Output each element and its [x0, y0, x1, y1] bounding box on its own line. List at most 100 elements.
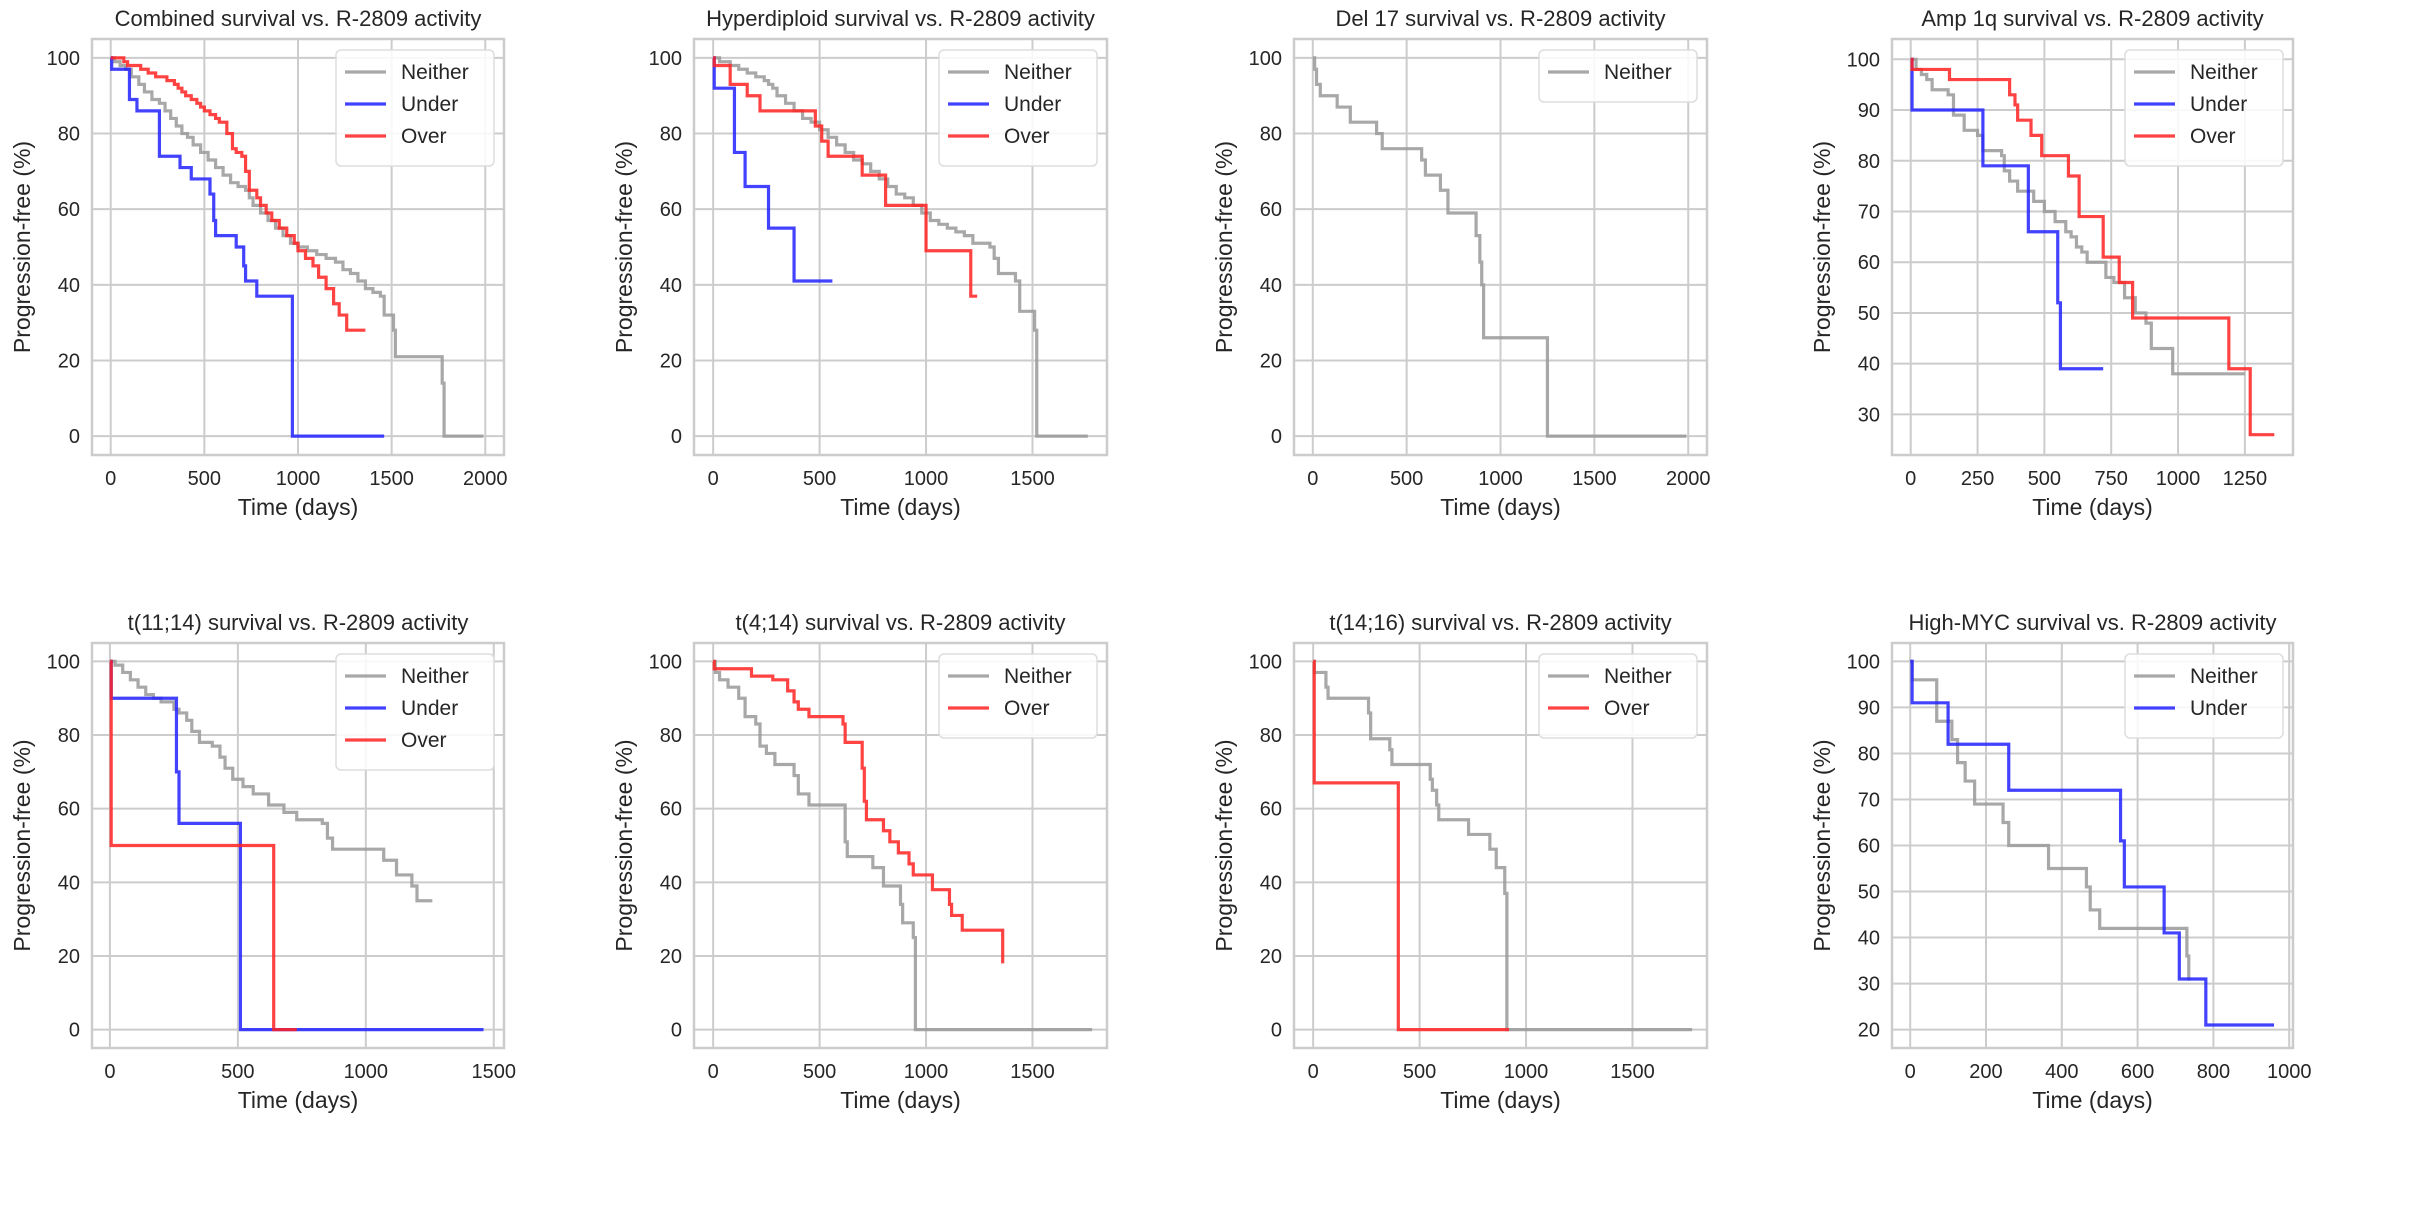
legend-label: Over — [1604, 697, 1650, 720]
x-tick-label: 500 — [2028, 468, 2061, 490]
y-tick-label: 100 — [1249, 651, 1282, 673]
series-line-under — [1910, 57, 2104, 371]
chart-title: High-MYC survival vs. R-2809 activity — [1909, 610, 2277, 635]
y-axis-label: Progression-free (%) — [9, 141, 35, 353]
series-line-neither — [109, 659, 433, 903]
y-tick-label: 80 — [1260, 725, 1282, 747]
x-tick-label: 2000 — [1666, 468, 1711, 490]
legend: Neither — [1538, 49, 1698, 103]
y-tick-label: 0 — [671, 426, 682, 448]
y-tick-label: 60 — [1858, 252, 1880, 274]
y-tick-label: 80 — [58, 725, 80, 747]
x-tick-label: 1500 — [472, 1061, 517, 1083]
series-line-under — [110, 56, 385, 438]
y-tick-label: 100 — [1249, 48, 1282, 70]
y-tick-label: 60 — [660, 799, 682, 821]
legend-label: Neither — [1004, 61, 1072, 84]
x-tick-label: 1000 — [2267, 1061, 2312, 1083]
y-tick-label: 60 — [1260, 799, 1282, 821]
panel-2: 0 500 1000 1500 0 20 40 60 80 100 Hyperdiploid sur… — [611, 6, 1109, 520]
y-tick-label: 100 — [649, 651, 682, 673]
y-tick-label: 20 — [1858, 1020, 1880, 1042]
y-tick-label: 50 — [1858, 303, 1880, 325]
legend-label: Over — [2190, 125, 2236, 148]
y-tick-label: 40 — [1260, 872, 1282, 894]
legend: Neither Under Over — [938, 49, 1098, 167]
y-tick-label: 70 — [1858, 201, 1880, 223]
y-tick-label: 40 — [1260, 275, 1282, 297]
y-axis-label: Progression-free (%) — [1211, 739, 1237, 951]
legend: Neither Under Over — [335, 49, 495, 167]
x-tick-label: 1500 — [1572, 468, 1617, 490]
axes-frame — [1890, 641, 2295, 1050]
legend-label: Over — [1004, 125, 1050, 148]
x-tick-label: 1000 — [904, 1061, 949, 1083]
series-line-over — [712, 659, 1005, 964]
y-tick-label: 100 — [649, 48, 682, 70]
legend: Neither Over — [938, 653, 1098, 739]
x-axis-label: Time (days) — [2032, 494, 2153, 520]
series-line-neither — [1910, 57, 2245, 376]
x-tick-label: 0 — [1905, 468, 1916, 490]
x-tick-label: 200 — [1969, 1061, 2002, 1083]
y-tick-label: 70 — [1858, 789, 1880, 811]
chart-title: t(4;14) survival vs. R-2809 activity — [735, 610, 1065, 635]
panel-3: 0 500 1000 1500 2000 0 20 40 60 80 100 Del 17 survi… — [1211, 6, 1710, 520]
chart-title: Combined survival vs. R-2809 activity — [115, 6, 482, 31]
x-tick-label: 500 — [803, 1061, 836, 1083]
y-tick-label: 20 — [58, 350, 80, 372]
x-tick-label: 1000 — [904, 468, 949, 490]
chart-title: Hyperdiploid survival vs. R-2809 activit… — [706, 6, 1095, 31]
y-tick-label: 0 — [69, 1020, 80, 1042]
x-axis-label: Time (days) — [2032, 1087, 2153, 1113]
legend-label: Under — [401, 697, 458, 720]
y-tick-label: 0 — [69, 426, 80, 448]
y-tick-label: 50 — [1858, 882, 1880, 904]
legend-label: Neither — [401, 665, 469, 688]
legend-label: Over — [401, 729, 447, 752]
panel-6: 0 500 1000 1500 0 20 40 60 80 100 t(4;14) survival… — [611, 610, 1109, 1113]
x-tick-label: 400 — [2045, 1061, 2078, 1083]
panel-7: 0 500 1000 1500 0 20 40 60 80 100 t(14;16) surviva… — [1211, 610, 1709, 1113]
axes-frame — [692, 37, 1109, 457]
y-tick-label: 20 — [660, 350, 682, 372]
x-axis-label: Time (days) — [840, 1087, 961, 1113]
y-axis-label: Progression-free (%) — [1211, 141, 1237, 353]
legend-label: Neither — [1004, 665, 1072, 688]
x-tick-label: 1500 — [1610, 1061, 1655, 1083]
series-line-neither — [1312, 659, 1693, 1032]
axes-frame — [1292, 37, 1709, 457]
y-tick-label: 100 — [47, 651, 80, 673]
y-tick-label: 60 — [1260, 199, 1282, 221]
series-line-over — [110, 56, 366, 332]
y-tick-label: 40 — [58, 872, 80, 894]
y-tick-label: 40 — [1858, 354, 1880, 376]
x-axis-label: Time (days) — [1440, 1087, 1561, 1113]
y-tick-label: 20 — [660, 946, 682, 968]
panel-1: 0 500 1000 1500 2000 0 20 40 60 80 100 Combined sur… — [9, 6, 508, 520]
x-tick-label: 500 — [188, 468, 221, 490]
legend-label: Neither — [2190, 665, 2258, 688]
axes-frame — [692, 641, 1109, 1050]
axes-frame — [90, 641, 506, 1050]
legend-label: Under — [2190, 697, 2247, 720]
y-tick-label: 40 — [660, 872, 682, 894]
series-line-neither — [713, 659, 1093, 1032]
chart-title: t(11;14) survival vs. R-2809 activity — [128, 610, 469, 635]
y-tick-label: 0 — [1271, 426, 1282, 448]
legend-label: Under — [2190, 93, 2247, 116]
series-line-under — [712, 56, 833, 283]
y-tick-label: 100 — [1847, 49, 1880, 71]
legend-label: Neither — [2190, 61, 2258, 84]
y-tick-label: 60 — [58, 199, 80, 221]
x-tick-label: 0 — [708, 1061, 719, 1083]
y-axis-label: Progression-free (%) — [1809, 739, 1835, 951]
y-tick-label: 40 — [660, 275, 682, 297]
legend-label: Under — [1004, 93, 1061, 116]
y-tick-label: 40 — [1858, 928, 1880, 950]
series-line-neither — [1312, 56, 1687, 438]
x-axis-label: Time (days) — [840, 494, 961, 520]
y-axis-label: Progression-free (%) — [1809, 141, 1835, 353]
y-tick-label: 0 — [671, 1020, 682, 1042]
x-tick-label: 500 — [803, 468, 836, 490]
